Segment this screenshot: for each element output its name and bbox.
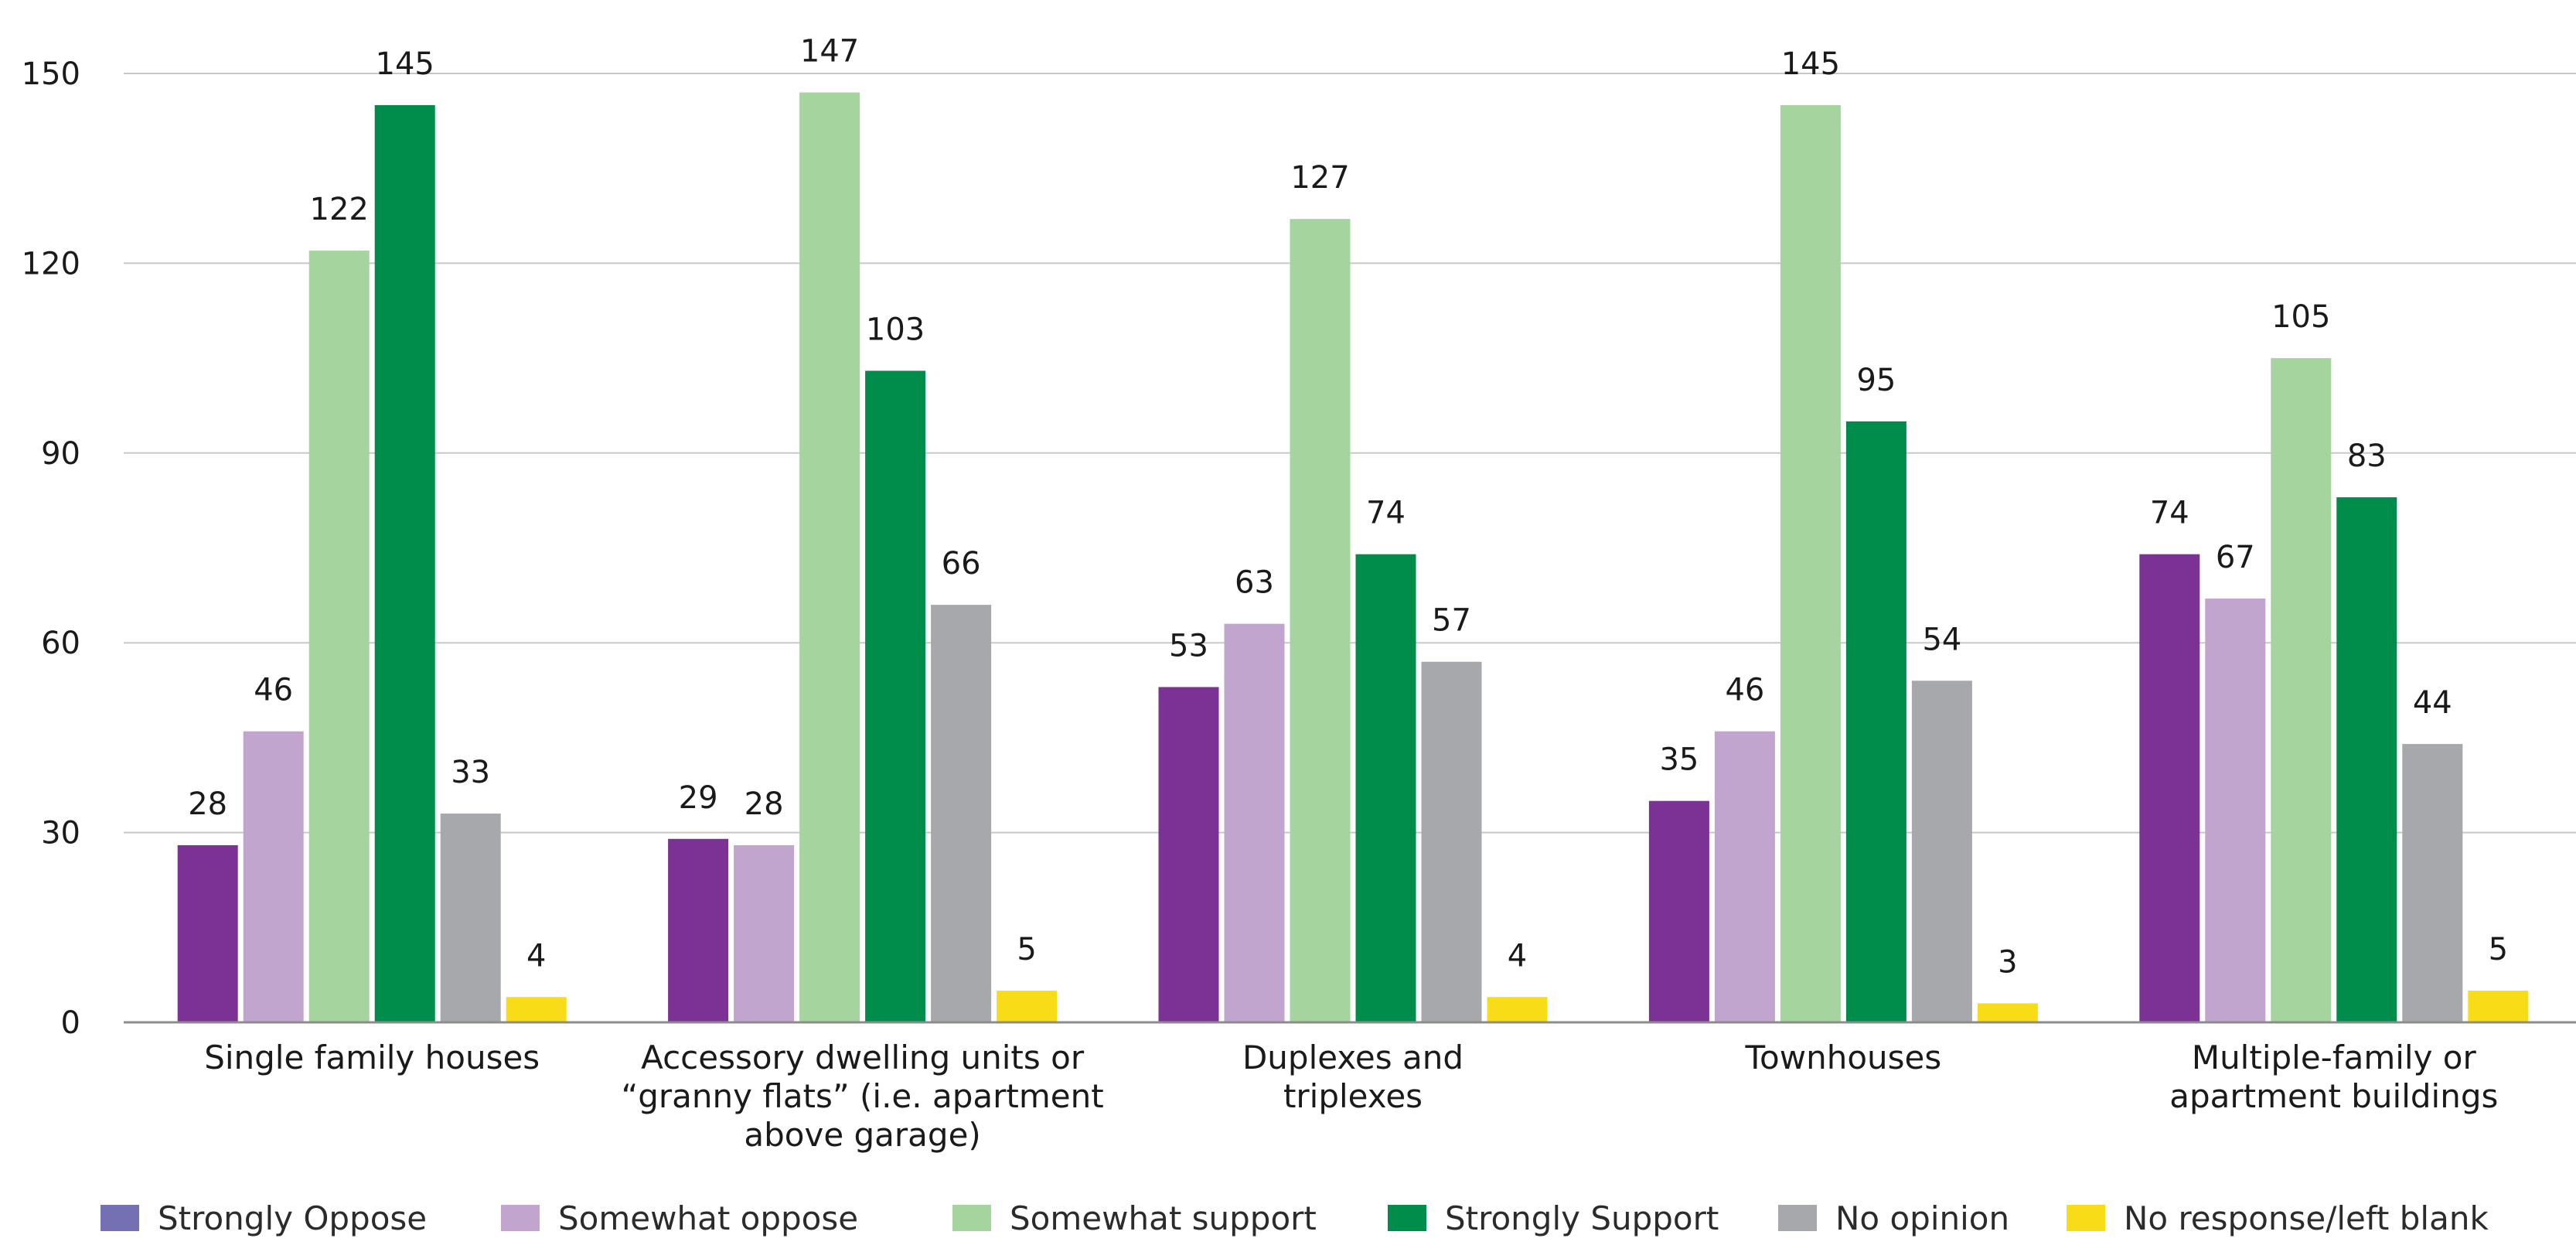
legend-swatch	[501, 1205, 540, 1231]
data-label: 145	[376, 46, 434, 82]
category-label-line: Accessory dwelling units or	[641, 1039, 1085, 1076]
bar	[243, 731, 304, 1022]
data-label: 35	[1659, 742, 1699, 778]
legend-swatch	[2067, 1205, 2105, 1231]
bar	[2336, 497, 2397, 1022]
y-axis-ticks: 0 30 60 90 120 150	[22, 56, 80, 1041]
data-label: 63	[1235, 565, 1274, 601]
data-label: 53	[1169, 628, 1208, 664]
legend-swatch	[1778, 1205, 1817, 1231]
data-label: 103	[866, 312, 925, 347]
legend-label: Somewhat support	[1010, 1199, 1317, 1237]
legend-label: Somewhat oppose	[558, 1199, 858, 1237]
data-label: 122	[310, 192, 369, 227]
y-tick-label: 60	[41, 626, 80, 661]
bar	[1714, 731, 1775, 1022]
bar	[308, 251, 370, 1022]
data-label: 33	[451, 755, 490, 790]
bar	[931, 605, 992, 1022]
bar	[1845, 421, 1906, 1022]
bar	[177, 844, 238, 1022]
bar	[734, 844, 795, 1022]
data-label: 4	[526, 938, 546, 974]
legend-label: No response/left blank	[2124, 1199, 2489, 1237]
data-label: 147	[800, 34, 859, 70]
data-label: 54	[1922, 622, 1961, 657]
bars	[177, 92, 2529, 1023]
data-label: 46	[254, 673, 293, 708]
data-label: 5	[2489, 932, 2508, 967]
category-label-line: apartment buildings	[2169, 1077, 2498, 1115]
bar	[1780, 104, 1841, 1022]
y-tick-label: 150	[22, 56, 80, 92]
bar	[1224, 623, 1285, 1022]
data-label: 3	[1998, 944, 2017, 980]
legend-swatch	[101, 1205, 139, 1231]
bar	[1648, 800, 1709, 1022]
bar	[2402, 744, 2463, 1022]
data-label: 4	[1508, 938, 1527, 974]
category-label-line: Duplexes and	[1242, 1039, 1463, 1076]
legend-label: Strongly Support	[1445, 1199, 1719, 1237]
bar	[1421, 661, 1482, 1022]
category-labels: Single family houses Accessory dwelling u…	[204, 1039, 2498, 1154]
category-label-line: Single family houses	[204, 1039, 540, 1076]
data-label: 28	[188, 786, 227, 822]
y-tick-label: 90	[41, 436, 80, 472]
legend-swatch	[952, 1205, 991, 1231]
y-tick-label: 30	[41, 816, 80, 851]
category-label-line: above garage)	[744, 1116, 980, 1154]
data-label: 74	[2150, 496, 2189, 531]
bar	[1290, 219, 1351, 1022]
data-label: 105	[2271, 299, 2330, 335]
data-label: 74	[1366, 496, 1406, 531]
bar	[2139, 554, 2200, 1022]
data-label: 28	[745, 786, 784, 822]
y-tick-label: 0	[61, 1005, 80, 1041]
bar	[1158, 687, 1219, 1022]
bar	[1487, 997, 1548, 1022]
category-label: Accessory dwelling units or “granny flats…	[622, 1039, 1104, 1154]
bar	[1977, 1003, 2038, 1022]
data-label: 145	[1781, 46, 1840, 82]
bar	[1355, 554, 1416, 1022]
data-label: 29	[679, 780, 718, 816]
category-label: Townhouses	[1745, 1039, 1942, 1076]
y-tick-label: 120	[22, 246, 80, 281]
category-label: Duplexes and triplexes	[1242, 1039, 1463, 1115]
data-label: 66	[942, 546, 981, 582]
bar	[997, 991, 1058, 1022]
bar	[1911, 681, 1972, 1022]
category-label-line: Townhouses	[1745, 1039, 1942, 1076]
category-label-line: Multiple-family or	[2192, 1039, 2477, 1076]
legend: Strongly Oppose Somewhat oppose Somewhat s…	[101, 1199, 2489, 1237]
data-label: 57	[1432, 603, 1471, 639]
legend-label: No opinion	[1835, 1199, 2009, 1237]
bar	[374, 104, 435, 1022]
data-label: 44	[2413, 685, 2452, 721]
data-label: 83	[2347, 438, 2387, 474]
bar	[2468, 991, 2529, 1022]
bar	[2205, 598, 2266, 1022]
bar	[2271, 358, 2332, 1023]
category-label: Multiple-family or apartment buildings	[2169, 1039, 2498, 1115]
data-label: 95	[1856, 363, 1896, 398]
bar	[440, 814, 501, 1022]
bar	[506, 997, 567, 1022]
data-label: 127	[1290, 160, 1349, 196]
category-label-line: “granny flats” (i.e. apartment	[622, 1077, 1104, 1115]
data-label: 46	[1725, 673, 1764, 708]
bar	[799, 92, 860, 1022]
data-label: 5	[1017, 932, 1036, 967]
category-label-line: triplexes	[1283, 1077, 1423, 1115]
legend-swatch	[1388, 1205, 1426, 1231]
legend-label: Strongly Oppose	[158, 1199, 427, 1237]
category-label: Single family houses	[204, 1039, 540, 1076]
data-label: 67	[2216, 540, 2255, 575]
bar	[865, 370, 926, 1023]
bar	[668, 838, 729, 1022]
